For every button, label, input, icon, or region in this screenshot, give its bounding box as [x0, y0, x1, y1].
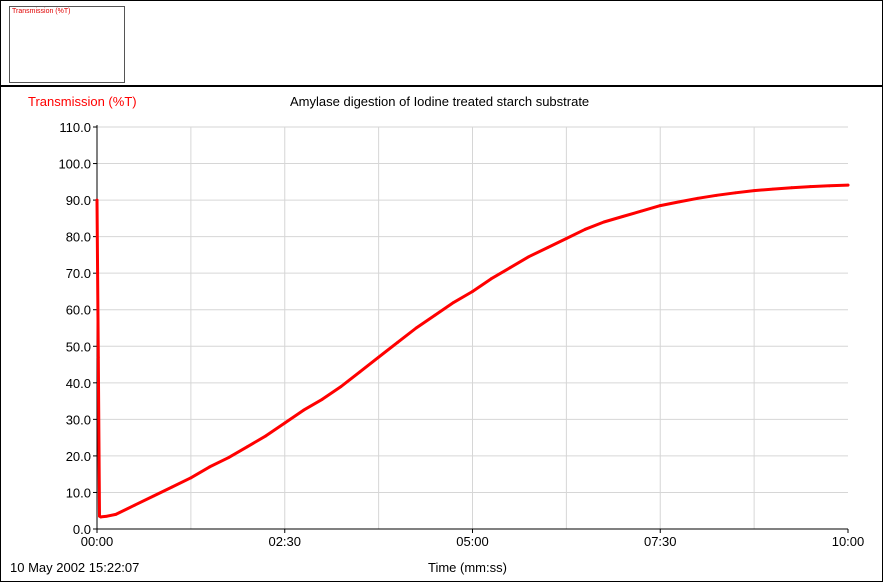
y-tick-label: 20.0	[66, 449, 91, 464]
data-point	[189, 476, 193, 480]
data-point	[302, 408, 305, 412]
y-tick-label: 50.0	[66, 339, 91, 354]
data-point	[320, 397, 324, 401]
data-point	[170, 485, 174, 489]
data-point	[715, 193, 718, 197]
data-point	[264, 434, 268, 438]
data-point	[658, 204, 662, 207]
y-tick-label: 90.0	[66, 193, 91, 208]
date-stamp: 10 May 2002 15:22:07	[10, 560, 140, 575]
data-point	[696, 196, 700, 200]
data-point	[133, 503, 136, 507]
y-tick-label: 110.0	[59, 120, 91, 135]
data-point	[99, 515, 103, 519]
data-point	[489, 277, 493, 281]
data-point	[640, 209, 643, 213]
data-point	[771, 187, 775, 191]
data-point	[151, 494, 155, 498]
mini-graph-thumbnail[interactable]: Transmission (%T)	[9, 6, 125, 83]
data-point	[396, 341, 399, 345]
data-point	[283, 421, 287, 425]
data-point	[564, 237, 568, 240]
y-axis-label: Transmission (%T)	[28, 94, 137, 109]
data-point	[95, 198, 99, 202]
x-tick-label: 10:00	[832, 534, 865, 549]
data-point	[752, 189, 756, 192]
data-point	[452, 301, 456, 304]
x-tick-label: 00:00	[81, 534, 114, 549]
x-tick-label: 05:00	[456, 534, 489, 549]
y-tick-label: 100.0	[58, 157, 91, 172]
y-tick-label: 70.0	[66, 266, 91, 281]
data-point	[677, 200, 681, 204]
data-point	[827, 184, 831, 188]
data-point	[114, 512, 118, 516]
data-point	[602, 220, 606, 224]
data-point	[433, 313, 437, 317]
x-tick-label: 02:30	[268, 534, 301, 549]
data-point	[208, 465, 212, 469]
y-tick-label: 60.0	[66, 303, 91, 318]
data-point	[227, 456, 230, 460]
y-tick-label: 80.0	[66, 230, 91, 245]
data-point	[621, 215, 625, 218]
y-tick-label: 0.0	[73, 522, 91, 537]
y-tick-label: 10.0	[66, 485, 91, 500]
data-point	[546, 246, 549, 250]
data-point	[733, 191, 737, 195]
y-tick-label: 40.0	[66, 376, 91, 391]
data-point	[471, 290, 474, 293]
overview-panel: Transmission (%T)	[1, 1, 882, 87]
data-point	[790, 186, 794, 190]
chart-title: Amylase digestion of Iodine treated star…	[290, 94, 590, 109]
data-point	[377, 355, 381, 359]
data-point	[105, 514, 109, 518]
data-point	[527, 255, 531, 259]
y-tick-label: 30.0	[66, 412, 91, 427]
data-point	[846, 183, 850, 187]
data-point	[809, 185, 812, 188]
data-point	[508, 266, 512, 270]
data-point	[414, 326, 418, 330]
mini-graph-label: Transmission (%T)	[12, 8, 71, 15]
data-point	[245, 445, 249, 449]
x-tick-label: 07:30	[644, 534, 677, 549]
data-point	[96, 355, 100, 359]
data-point	[583, 227, 587, 231]
data-point	[339, 385, 343, 388]
data-point	[358, 370, 362, 374]
x-axis-label: Time (mm:ss)	[428, 560, 507, 575]
